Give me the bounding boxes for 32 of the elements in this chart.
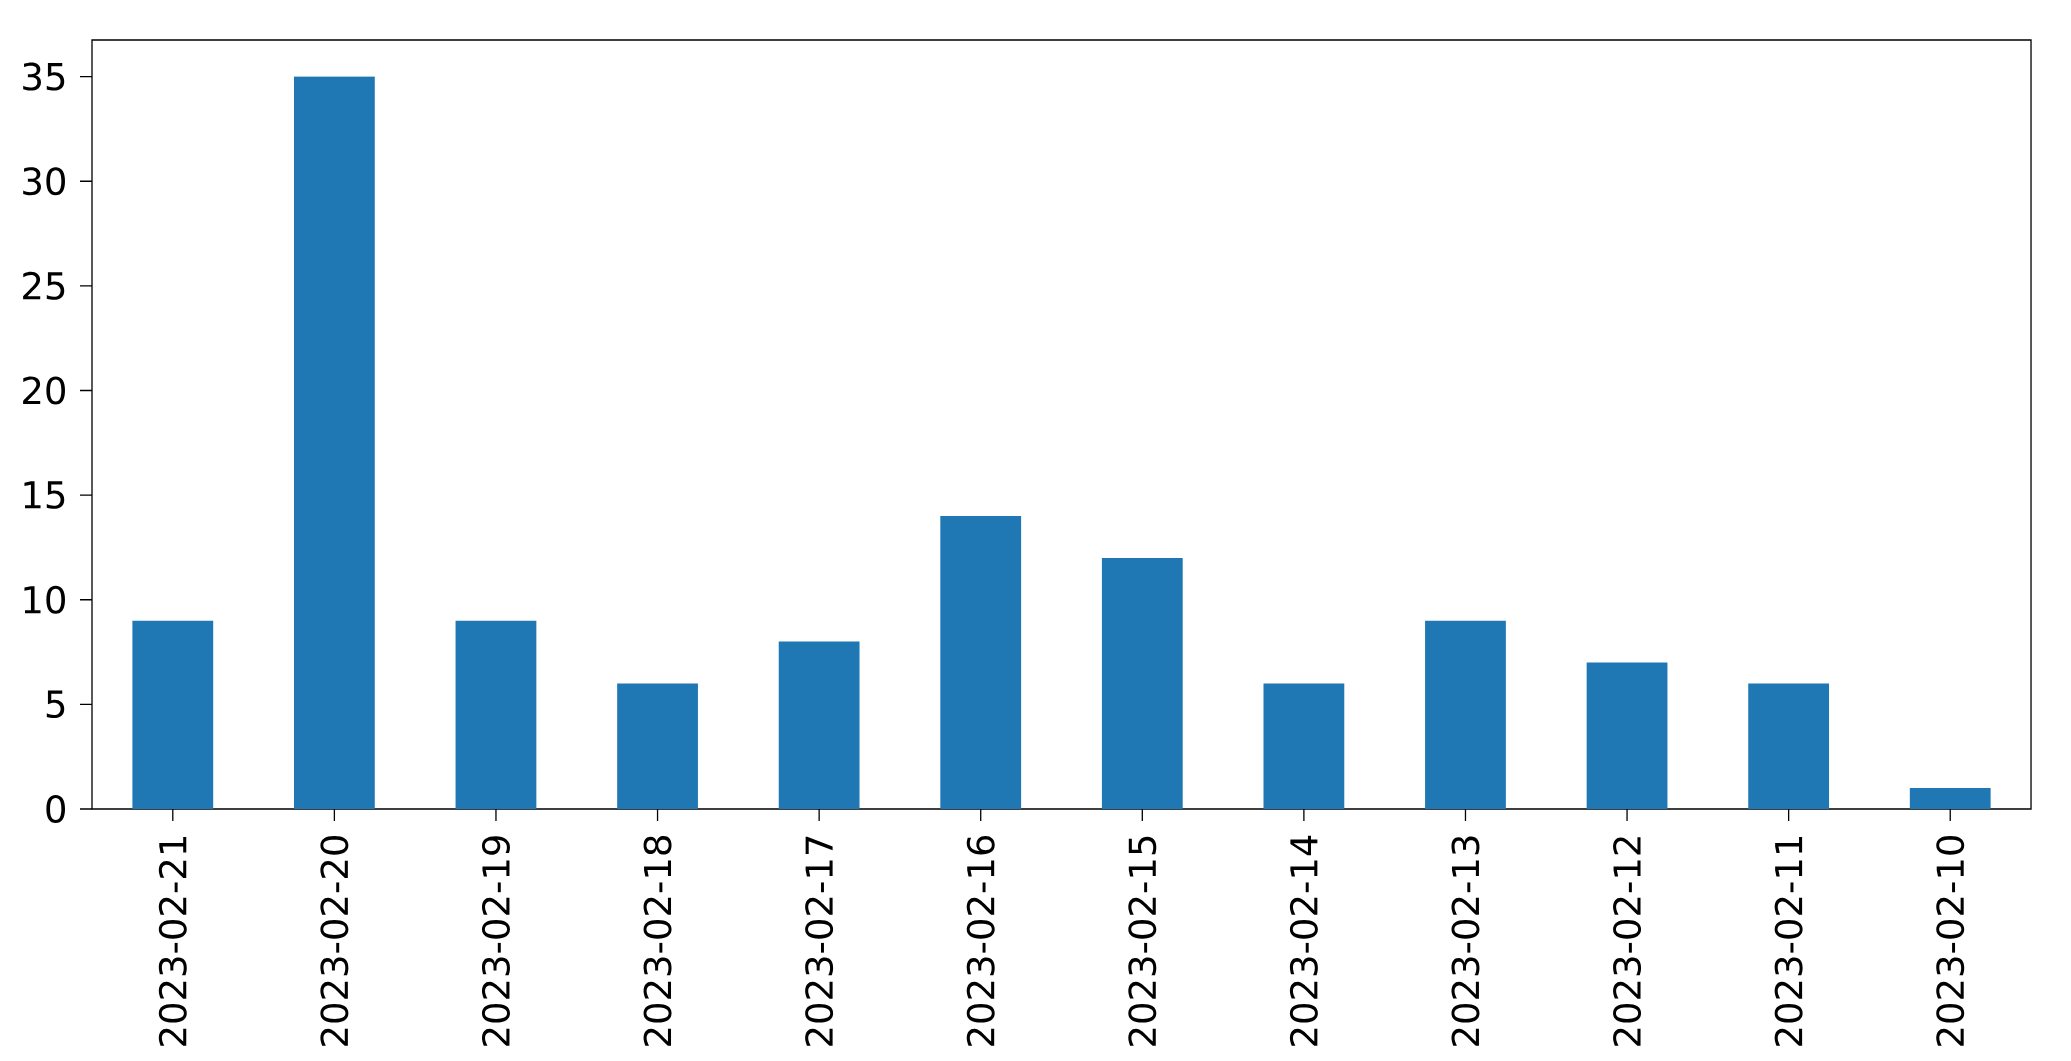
x-tick-label: 2023-02-17 xyxy=(805,836,834,1046)
y-tick-label: 25 xyxy=(23,271,65,300)
bar xyxy=(1748,683,1830,809)
bar xyxy=(1909,788,1991,809)
bar xyxy=(617,683,698,809)
x-tick-label: 2023-02-11 xyxy=(1774,837,1803,1046)
x-tick-label: 2023-02-14 xyxy=(1289,835,1318,1046)
bar xyxy=(778,641,860,809)
x-tick-label: 2023-02-10 xyxy=(1936,836,1965,1046)
bar xyxy=(940,516,1022,809)
y-tick-label: 20 xyxy=(23,376,65,405)
x-tick-label: 2023-02-19 xyxy=(481,836,510,1046)
bar xyxy=(455,620,537,809)
y-tick-label: 0 xyxy=(46,795,66,823)
x-tick-label: 2023-02-20 xyxy=(320,836,349,1046)
x-tick-label: 2023-02-21 xyxy=(158,837,187,1046)
bar xyxy=(1101,557,1183,809)
y-tick-label: 35 xyxy=(23,62,65,91)
x-tick-label: 2023-02-15 xyxy=(1128,836,1157,1046)
y-tick-label: 15 xyxy=(24,481,65,509)
bar xyxy=(1425,620,1506,809)
y-tick-label: 10 xyxy=(24,585,65,614)
bar xyxy=(132,620,214,809)
x-tick-label: 2023-02-18 xyxy=(643,836,672,1046)
y-tick-label: 5 xyxy=(46,690,65,719)
bar xyxy=(1263,683,1345,809)
x-tick-label: 2023-02-12 xyxy=(1613,837,1642,1046)
bar xyxy=(1586,662,1668,809)
x-tick-label: 2023-02-16 xyxy=(966,835,995,1046)
y-tick-label: 30 xyxy=(23,167,65,196)
x-tick-label: 2023-02-13 xyxy=(1451,836,1480,1046)
bar xyxy=(293,76,375,809)
